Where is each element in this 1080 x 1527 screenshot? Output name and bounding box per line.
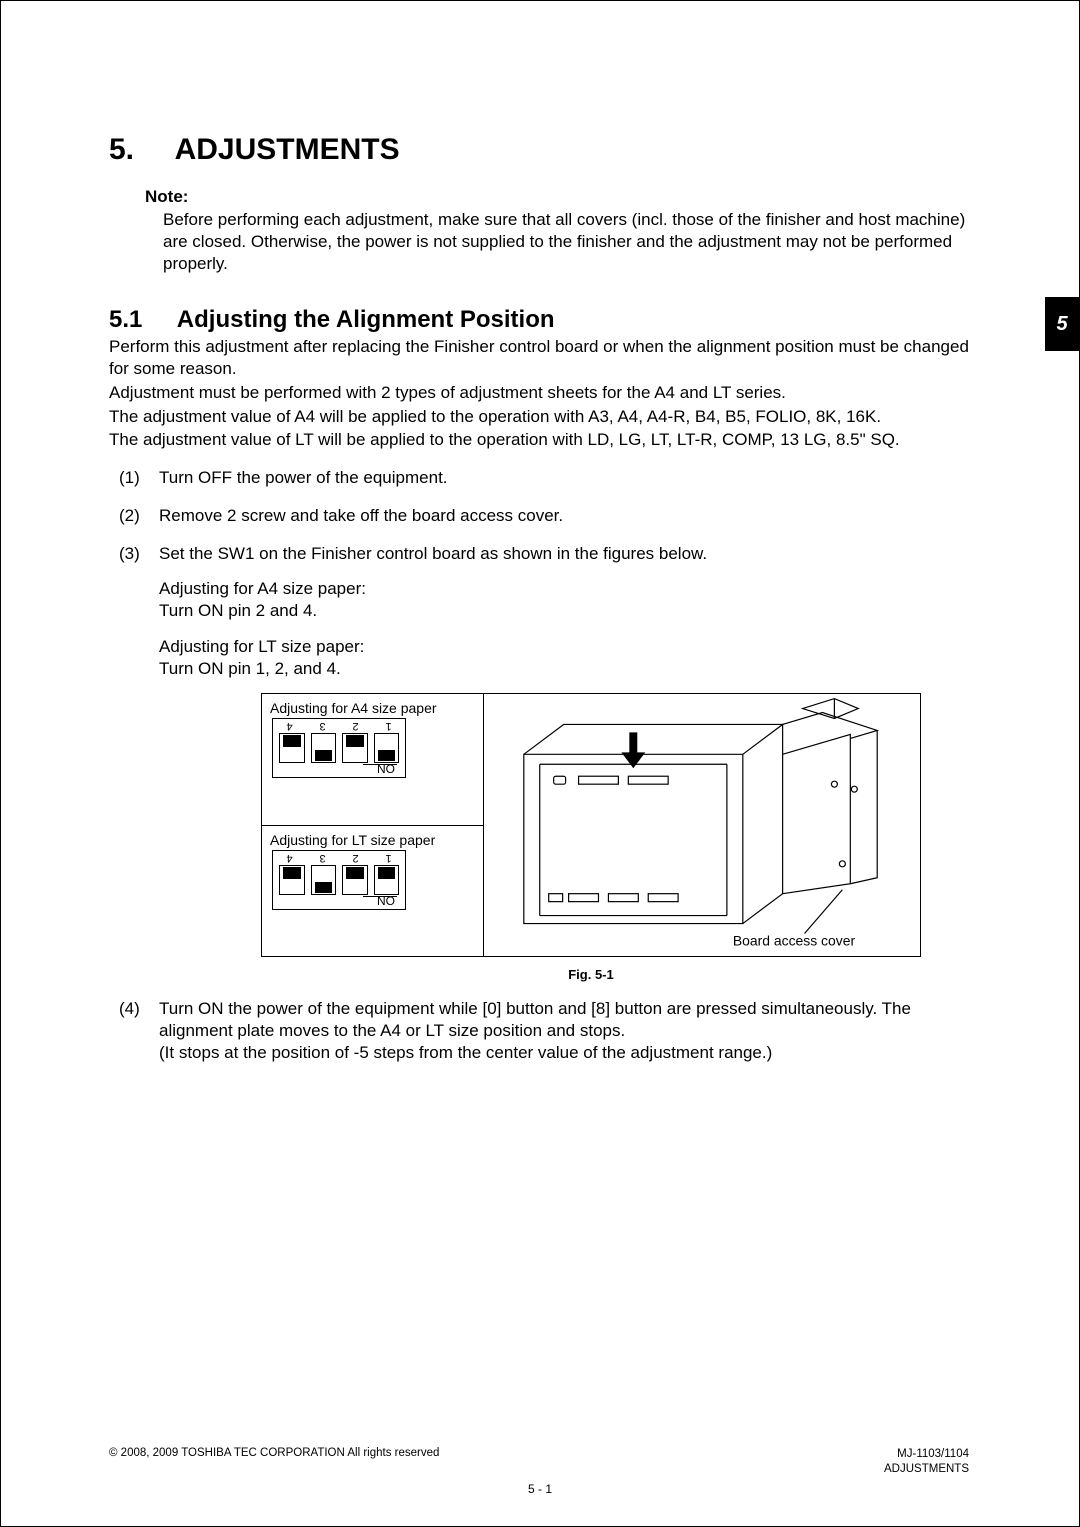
chapter-name: ADJUSTMENTS: [175, 133, 400, 166]
intro-p1: Perform this adjustment after replacing …: [109, 336, 969, 380]
footer-section: ADJUSTMENTS: [884, 1463, 969, 1475]
step-1: (1) Turn OFF the power of the equipment.: [109, 467, 969, 489]
dip-switch: [374, 733, 400, 763]
intro-p4: The adjustment value of LT will be appli…: [109, 429, 969, 451]
step-4: (4) Turn ON the power of the equipment w…: [109, 998, 969, 1063]
page-footer: © 2008, 2009 TOSHIBA TEC CORPORATION All…: [109, 1447, 969, 1476]
dip-no-label: NO: [377, 762, 395, 776]
dip-lt-title: Adjusting for LT size paper: [270, 832, 475, 848]
dip-digit: 4: [273, 851, 306, 864]
dip-lt-switches: [279, 865, 399, 895]
dip-digit: 1: [372, 851, 405, 864]
page-number: 5 - 1: [1, 1482, 1079, 1496]
section-title: 5.1 Adjusting the Alignment Position: [109, 306, 969, 334]
section-number: 5.1: [109, 306, 171, 334]
figure-5-1: Adjusting for A4 size paper 4 3 2 1 NO: [261, 693, 921, 982]
footer-right: MJ-1103/1104 ADJUSTMENTS: [884, 1447, 969, 1476]
page: 5 5. ADJUSTMENTS Note: Before performing…: [0, 0, 1080, 1527]
step-4-num: (4): [119, 998, 159, 1063]
finisher-diagram-svg: Board access cover: [484, 694, 920, 956]
chapter-title: 5. ADJUSTMENTS: [109, 133, 969, 167]
figure-caption: Fig. 5-1: [261, 967, 921, 982]
dip-switch: [311, 865, 337, 895]
step-3-text: Set the SW1 on the Finisher control boar…: [159, 543, 969, 565]
chapter-number: 5.: [109, 133, 134, 166]
dip-digit: 1: [372, 719, 405, 732]
step-3-sub-d: Turn ON pin 1, 2, and 4.: [159, 658, 969, 680]
step-4-line2: (It stops at the position of -5 steps fr…: [159, 1043, 772, 1062]
dip-switch: [342, 733, 368, 763]
step-1-num: (1): [119, 467, 159, 489]
figure-left-col: Adjusting for A4 size paper 4 3 2 1 NO: [262, 694, 484, 956]
figure-frame: Adjusting for A4 size paper 4 3 2 1 NO: [261, 693, 921, 957]
dip-switch: [311, 733, 337, 763]
note-body: Before performing each adjustment, make …: [163, 209, 969, 274]
dip-a4-row: Adjusting for A4 size paper 4 3 2 1 NO: [262, 694, 483, 825]
dip-no-label: NO: [377, 894, 395, 908]
dip-digit: 3: [306, 851, 339, 864]
footer-copyright: © 2008, 2009 TOSHIBA TEC CORPORATION All…: [109, 1447, 439, 1459]
dip-digit: 2: [339, 851, 372, 864]
chapter-tab-label: 5: [1056, 313, 1067, 335]
dip-a4-title: Adjusting for A4 size paper: [270, 700, 475, 716]
step-3-sub-a: Adjusting for A4 size paper:: [159, 578, 969, 600]
step-3: (3) Set the SW1 on the Finisher control …: [109, 543, 969, 565]
step-3-num: (3): [119, 543, 159, 565]
step-2-text: Remove 2 screw and take off the board ac…: [159, 505, 969, 527]
section-name: Adjusting the Alignment Position: [177, 306, 555, 333]
footer-model: MJ-1103/1104: [897, 1448, 969, 1460]
dip-switch: [279, 865, 305, 895]
dip-switch: [374, 865, 400, 895]
dip-a4-switches: [279, 733, 399, 763]
dip-digit: 2: [339, 719, 372, 732]
note-label: Note:: [145, 187, 969, 207]
step-4-line1: Turn ON the power of the equipment while…: [159, 999, 911, 1040]
dip-a4-box: 4 3 2 1 NO: [272, 718, 406, 778]
chapter-tab: 5: [1045, 297, 1079, 351]
dip-switch: [279, 733, 305, 763]
step-1-text: Turn OFF the power of the equipment.: [159, 467, 969, 489]
step-3-sub-c: Adjusting for LT size paper:: [159, 636, 969, 658]
step-2: (2) Remove 2 screw and take off the boar…: [109, 505, 969, 527]
intro-p3: The adjustment value of A4 will be appli…: [109, 406, 969, 428]
dip-lt-box: 4 3 2 1 NO: [272, 850, 406, 910]
step-2-num: (2): [119, 505, 159, 527]
board-access-cover-label: Board access cover: [733, 933, 856, 949]
dip-lt-row: Adjusting for LT size paper 4 3 2 1 NO: [262, 825, 483, 956]
dip-digit: 4: [273, 719, 306, 732]
figure-right-diagram: Board access cover: [484, 694, 920, 956]
dip-lt-digits: 4 3 2 1: [273, 851, 405, 864]
dip-a4-digits: 4 3 2 1: [273, 719, 405, 732]
dip-switch: [342, 865, 368, 895]
intro-p2: Adjustment must be performed with 2 type…: [109, 382, 969, 404]
content-area: 5. ADJUSTMENTS Note: Before performing e…: [109, 133, 969, 1064]
dip-digit: 3: [306, 719, 339, 732]
step-3-sub-b: Turn ON pin 2 and 4.: [159, 600, 969, 622]
step-4-text: Turn ON the power of the equipment while…: [159, 998, 969, 1063]
